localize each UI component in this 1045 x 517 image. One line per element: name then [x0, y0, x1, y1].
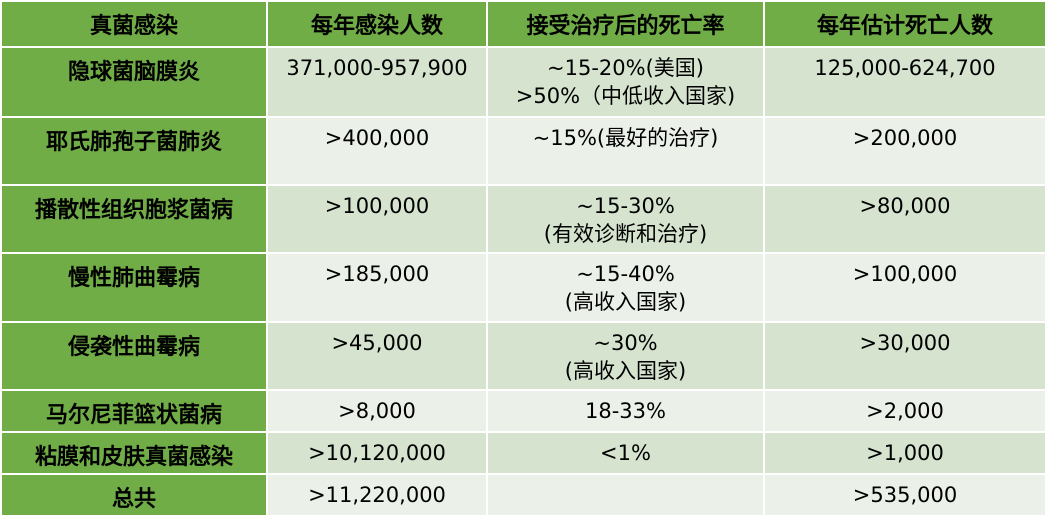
annual-infections-cell: >100,000 — [266, 184, 488, 255]
header-annual-infections: 每年感染人数 — [266, 0, 488, 48]
row-label: 耶氏肺孢子菌肺炎 — [0, 116, 268, 187]
annual-infections-cell: >11,220,000 — [266, 472, 488, 517]
table-row: 隐球菌脑膜炎 371,000-957,900 ~15-20%(美国) >50%（… — [0, 45, 1045, 119]
annual-infections-cell: >10,120,000 — [266, 430, 488, 475]
mortality-cell: ~15-40% (高收入国家) — [486, 252, 765, 323]
mortality-line: (有效诊断和治疗) — [543, 222, 708, 247]
mortality-line: ~15-30% — [576, 194, 675, 219]
annual-infections-cell: >185,000 — [266, 252, 488, 323]
table-row: 耶氏肺孢子菌肺炎 >400,000 ~15%(最好的治疗) >200,000 — [0, 116, 1045, 187]
row-label: 播散性组织胞浆菌病 — [0, 184, 268, 255]
table-row: 侵袭性曲霉病 >45,000 ~30% (高收入国家) >30,000 — [0, 320, 1045, 391]
mortality-cell: ~15%(最好的治疗) — [486, 116, 765, 187]
mortality-cell: ~15-30% (有效诊断和治疗) — [486, 184, 765, 255]
annual-deaths-cell: >200,000 — [763, 116, 1045, 187]
mortality-line: ~15%(最好的治疗) — [532, 126, 719, 151]
header-annual-deaths: 每年估计死亡人数 — [763, 0, 1045, 48]
mortality-line: ~30% — [593, 330, 658, 355]
mortality-line: ~15-20%(美国) — [547, 56, 704, 80]
mortality-line: ~15-40% — [576, 262, 675, 287]
header-row: 真菌感染 每年感染人数 接受治疗后的死亡率 每年估计死亡人数 — [0, 0, 1045, 48]
mortality-line: (高收入国家) — [564, 358, 687, 383]
annual-deaths-cell: 125,000-624,700 — [763, 45, 1045, 119]
annual-deaths-cell: >1,000 — [763, 430, 1045, 475]
mortality-cell: ~15-20%(美国) >50%（中低收入国家) — [486, 45, 765, 119]
table-row: 马尔尼菲篮状菌病 >8,000 18-33% >2,000 — [0, 388, 1045, 433]
annual-deaths-cell: >535,000 — [763, 472, 1045, 517]
mortality-cell: 18-33% — [486, 388, 765, 433]
row-label: 隐球菌脑膜炎 — [0, 45, 268, 119]
row-label: 慢性肺曲霉病 — [0, 252, 268, 323]
mortality-cell: <1% — [486, 430, 765, 475]
annual-deaths-cell: >2,000 — [763, 388, 1045, 433]
mortality-cell — [486, 472, 765, 517]
annual-deaths-cell: >80,000 — [763, 184, 1045, 255]
annual-deaths-cell: >100,000 — [763, 252, 1045, 323]
table-row: 播散性组织胞浆菌病 >100,000 ~15-30% (有效诊断和治疗) >80… — [0, 184, 1045, 255]
table-row: 粘膜和皮肤真菌感染 >10,120,000 <1% >1,000 — [0, 430, 1045, 475]
annual-infections-cell: >8,000 — [266, 388, 488, 433]
row-label: 粘膜和皮肤真菌感染 — [0, 430, 268, 475]
mortality-line: (高收入国家) — [564, 290, 687, 315]
table-row: 慢性肺曲霉病 >185,000 ~15-40% (高收入国家) >100,000 — [0, 252, 1045, 323]
mortality-line: >50%（中低收入国家) — [515, 84, 736, 108]
row-label: 侵袭性曲霉病 — [0, 320, 268, 391]
annual-infections-cell: 371,000-957,900 — [266, 45, 488, 119]
row-label: 马尔尼菲篮状菌病 — [0, 388, 268, 433]
header-mortality-with-treatment: 接受治疗后的死亡率 — [486, 0, 765, 48]
annual-infections-cell: >400,000 — [266, 116, 488, 187]
table-row: 总共 >11,220,000 >535,000 — [0, 472, 1045, 517]
header-infection-type: 真菌感染 — [0, 0, 268, 48]
annual-infections-cell: >45,000 — [266, 320, 488, 391]
mortality-line: 18-33% — [585, 398, 666, 423]
mortality-line: <1% — [600, 440, 651, 465]
mortality-cell: ~30% (高收入国家) — [486, 320, 765, 391]
row-label: 总共 — [0, 472, 268, 517]
annual-deaths-cell: >30,000 — [763, 320, 1045, 391]
